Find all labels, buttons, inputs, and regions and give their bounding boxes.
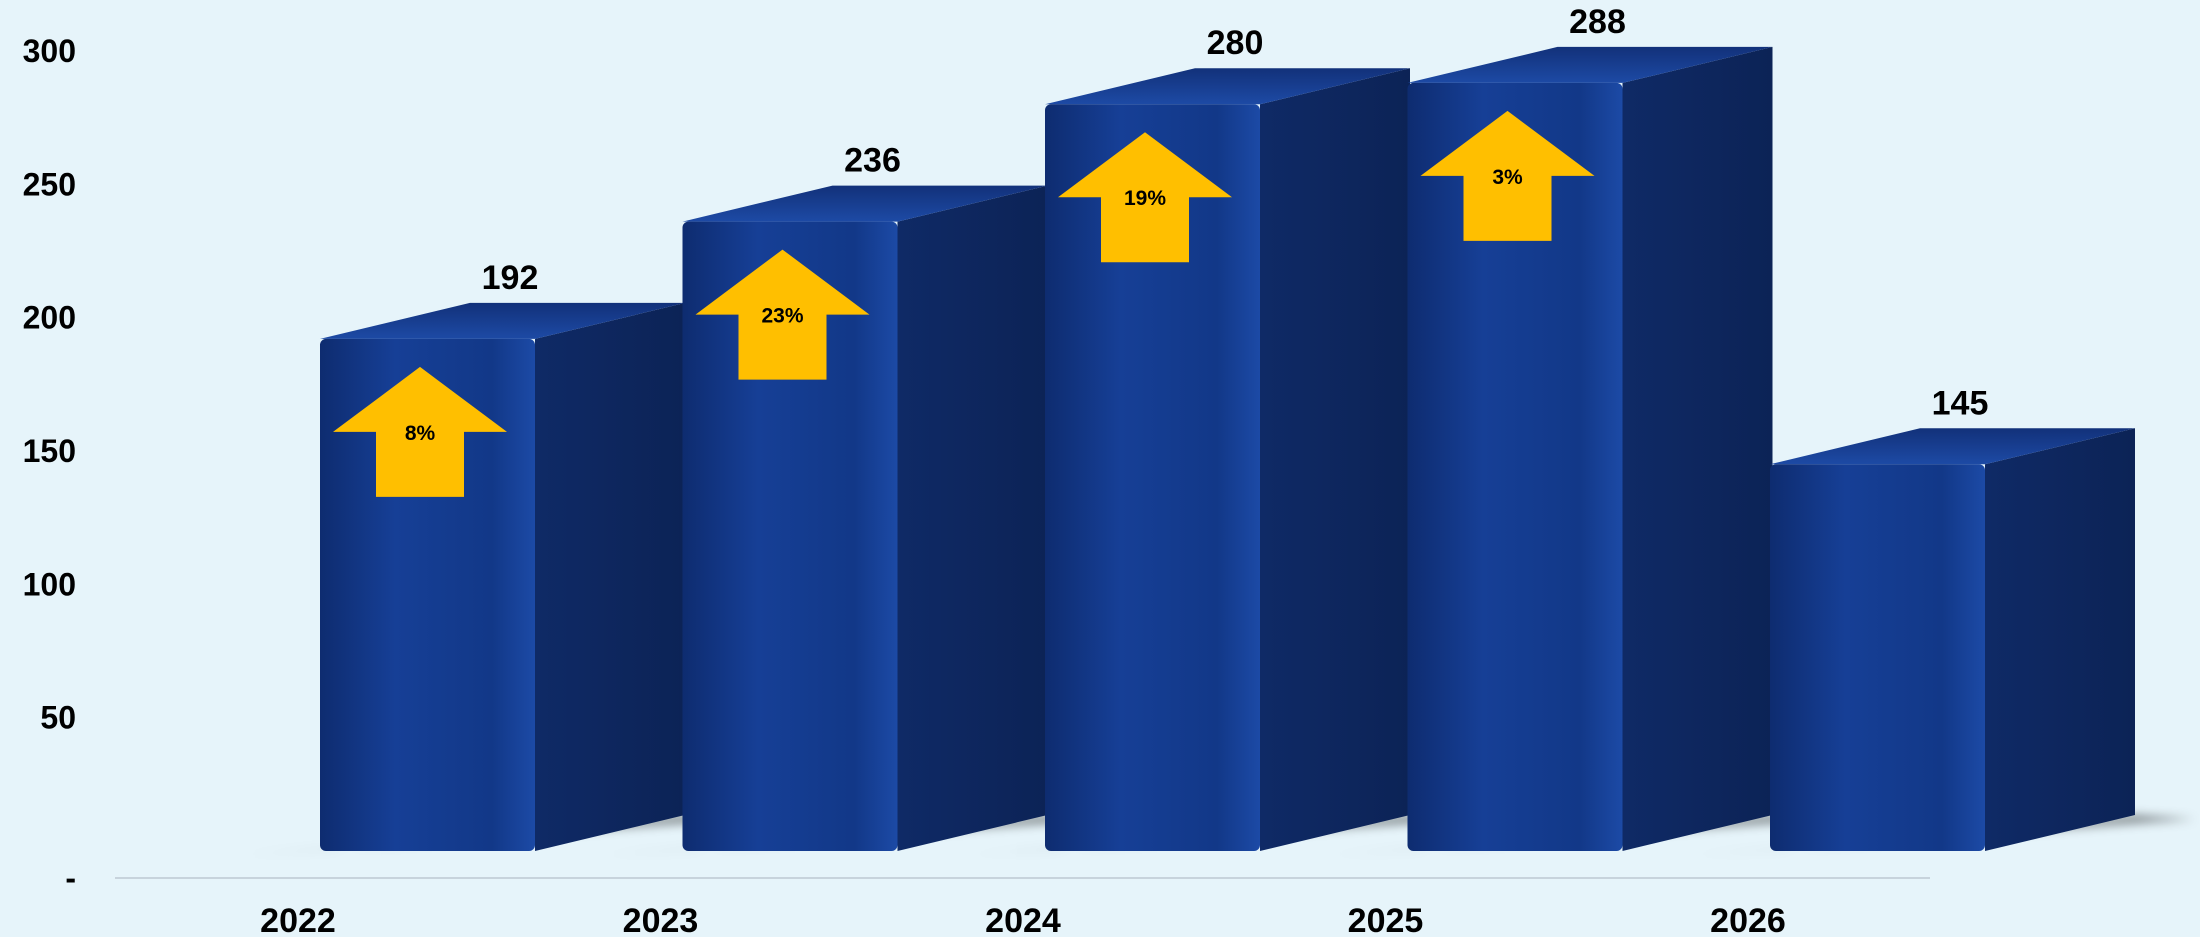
arrow-shape — [1420, 110, 1595, 241]
y-tick-label: 200 — [23, 300, 76, 336]
growth-arrow-icon: 3% — [1420, 110, 1595, 241]
bar-value-label: 288 — [1569, 3, 1626, 41]
bar — [1690, 428, 2195, 855]
bar-top — [1407, 46, 1773, 83]
bar-front — [1045, 104, 1260, 852]
bar-front — [1407, 82, 1623, 852]
labels: 192 2022 236 2023 280 2024 288 2025 145 2026 8% 23%… — [260, 3, 1988, 937]
bar — [240, 302, 745, 855]
x-tick-label: 2022 — [260, 902, 336, 937]
bar-top — [1045, 68, 1410, 105]
bar — [602, 185, 1108, 855]
bar-front — [320, 338, 535, 851]
x-tick-label: 2026 — [1710, 902, 1786, 937]
arrow-shape — [1058, 132, 1232, 263]
y-tick-label: 150 — [23, 433, 76, 469]
bar — [1327, 46, 1833, 855]
x-tick-label: 2025 — [1348, 902, 1424, 937]
x-tick-label: 2024 — [985, 902, 1061, 937]
bar — [965, 68, 1470, 855]
growth-label: 8% — [405, 422, 436, 445]
growth-arrow-icon: 19% — [1058, 132, 1232, 263]
growth-arrow-icon: 8% — [333, 366, 507, 497]
growth-label: 23% — [761, 305, 803, 328]
bar-side — [535, 302, 685, 851]
x-tick-label: 2023 — [623, 902, 699, 937]
y-tick-label: 250 — [23, 166, 76, 202]
bars — [240, 46, 2195, 855]
bar-side — [897, 185, 1048, 851]
axes: - 50 100 150 200 250 300 — [23, 33, 1930, 896]
growth-arrow-icon: 23% — [695, 249, 870, 380]
y-tick-label: 300 — [23, 33, 76, 69]
bar-front — [1770, 464, 1985, 851]
arrow-shape — [333, 366, 507, 497]
bar-value-label: 236 — [844, 142, 901, 180]
y-tick-label: 100 — [23, 566, 76, 602]
bar-value-label: 145 — [1932, 384, 1989, 422]
bar-top — [682, 185, 1048, 222]
bar-side — [1622, 46, 1773, 852]
y-tick-label: 50 — [40, 700, 76, 736]
bar-value-label: 280 — [1207, 24, 1264, 62]
growth-label: 3% — [1492, 166, 1523, 189]
bar-top — [1770, 428, 2135, 465]
y-tick-label: - — [65, 860, 76, 896]
bar-front — [682, 221, 898, 851]
bar-top — [320, 302, 685, 339]
growth-label: 19% — [1124, 187, 1166, 210]
bar-side — [1260, 68, 1410, 852]
bar-side — [1985, 428, 2135, 851]
bar-value-label: 192 — [482, 259, 539, 297]
arrow-shape — [695, 249, 870, 380]
